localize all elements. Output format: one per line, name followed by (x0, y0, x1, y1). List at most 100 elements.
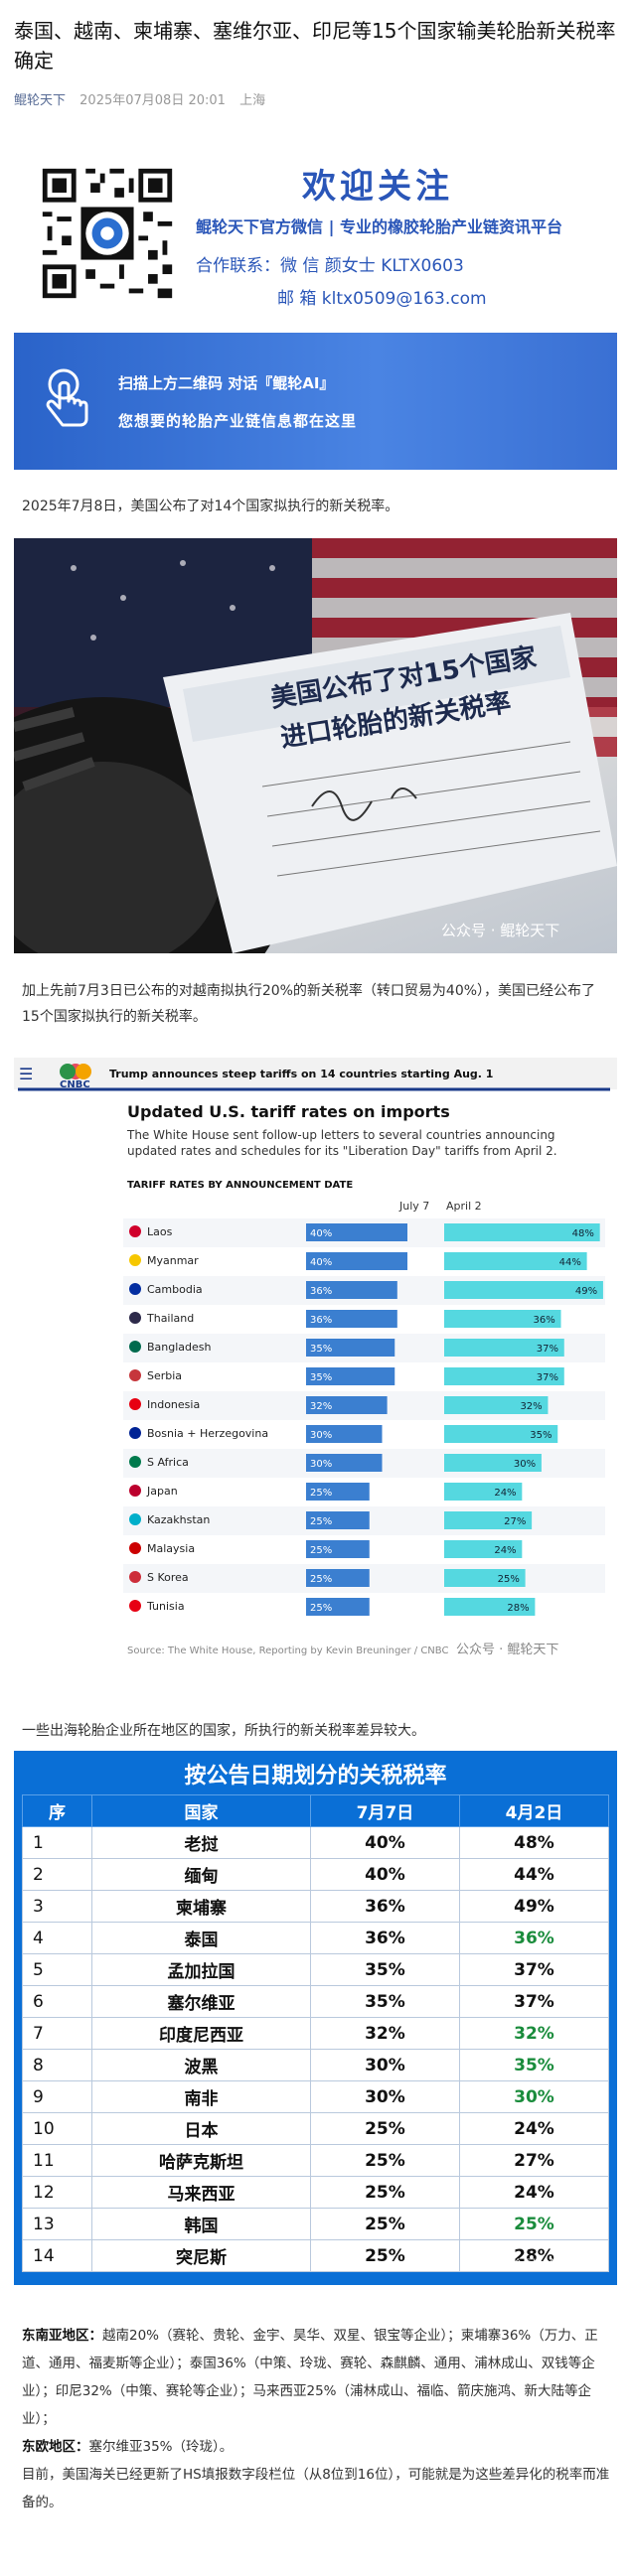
label-july: 25% (310, 1488, 332, 1499)
table-cell: 36% (309, 1890, 460, 1923)
table-row: 13 韩国 25% 25% (22, 2208, 610, 2240)
scan-banner[interactable]: 扫描上方二维码 对话『鲲轮AI』 您想要的轮胎产业链信息都在这里 (14, 333, 617, 470)
bar-july (306, 1598, 370, 1616)
bar-july (306, 1367, 395, 1385)
label-july: 40% (310, 1257, 332, 1268)
table-cell: 9 (22, 2080, 92, 2113)
article-title: 泰国、越南、柬埔寨、塞维尔亚、印尼等15个国家输美轮胎新关税率确定 (14, 19, 616, 72)
tire-sign-illustration: 美国公布了对15个国家 进口轮胎的新关税率 公众号 · 鲲轮天下 (14, 538, 617, 953)
table-cell: 24% (458, 2112, 610, 2145)
table-cell: 南非 (91, 2080, 311, 2113)
label-july: 32% (310, 1401, 332, 1412)
table-cell: 马来西亚 (91, 2176, 311, 2209)
table-cell: 40% (309, 1858, 460, 1891)
flag-icon (129, 1254, 141, 1266)
bar-april (444, 1425, 558, 1443)
table-cell: 25% (309, 2176, 460, 2209)
bar-july (306, 1281, 397, 1299)
table-cell: 35% (309, 1985, 460, 2018)
publish-location: 上海 (239, 93, 266, 108)
table-cell: 13 (22, 2208, 92, 2240)
paragraph-3: 一些出海轮胎企业所在地区的国家，所执行的新关税率差异较大。 (22, 1723, 425, 1739)
table-cell: 44% (458, 1858, 610, 1891)
paragraph-1: 2025年7月8日，美国公布了对14个国家拟执行的新关税率。 (22, 499, 399, 514)
category-label: Japan (146, 1485, 178, 1498)
table-cell: 48% (458, 1826, 610, 1859)
table-cell: 哈萨克斯坦 (91, 2144, 311, 2177)
bar-july (306, 1339, 395, 1357)
table-row: 11 哈萨克斯坦 25% 27% (22, 2144, 610, 2177)
tariff-bar-chart: ☰ CNBC Trump announces steep tariffs on … (14, 1058, 617, 1657)
table-cell: 32% (309, 2017, 460, 2050)
table-header: 国家 (91, 1794, 311, 1827)
table-cell: 49% (458, 1890, 610, 1923)
table-cell: 14 (22, 2239, 92, 2272)
welcome-card: 欢迎关注 鲲轮天下官方微信 | 专业的橡胶轮胎产业链资讯平台 合作联系：微 信 … (14, 144, 617, 323)
flag-icon (129, 1312, 141, 1324)
table-cell: 35% (309, 1953, 460, 1986)
chart-watermark: 公众号 · 鲲轮天下 (456, 1643, 558, 1657)
photo-watermark: 公众号 · 鲲轮天下 (441, 922, 559, 939)
label-april: 37% (537, 1344, 558, 1355)
tariff-table: 序国家 7月7日 4月2日 1 老挝 40% 48% 2 缅甸 40% 44% 3 柬埔寨 36% 49%… (22, 1794, 610, 2272)
category-label: Bosnia + Herzegovina (147, 1427, 268, 1440)
table-row: 9 南非 30% 30% (22, 2080, 610, 2113)
label-july: 40% (310, 1228, 332, 1239)
eu-label: 东欧地区： (22, 2439, 89, 2455)
svg-text:CNBC: CNBC (60, 1079, 90, 1090)
publish-datetime: 2025年07月08日 20:01 (79, 93, 226, 108)
table-cell: 36% (309, 1922, 460, 1954)
bar-april (444, 1281, 603, 1299)
flag-icon (129, 1398, 141, 1410)
table-cell: 缅甸 (91, 1858, 311, 1891)
article-meta: 鲲轮天下 2025年07月08日 20:01 上海 (0, 75, 631, 108)
table-watermark: 公众号 · 鲲轮天下 (498, 2258, 601, 2273)
table-row: 4 泰国 36% 36% (22, 1922, 610, 1954)
chart-title: Updated U.S. tariff rates on imports (127, 1102, 450, 1121)
category-label: Thailand (146, 1312, 194, 1325)
table-cell: 32% (458, 2017, 610, 2050)
table-cell: 波黑 (91, 2049, 311, 2081)
table-cell: 7 (22, 2017, 92, 2050)
menu-icon[interactable]: ☰ (19, 1065, 33, 1083)
table-cell: 12 (22, 2176, 92, 2209)
banner-line-2: 您想要的轮胎产业链信息都在这里 (118, 412, 358, 430)
chart-subtitle-1: The White House sent follow-up letters t… (126, 1128, 555, 1142)
chart-section-label: TARIFF RATES BY ANNOUNCEMENT DATE (127, 1180, 353, 1191)
bar-july (306, 1540, 370, 1558)
table-cell: 塞尔维亚 (91, 1985, 311, 2018)
table-cell: 40% (309, 1826, 460, 1859)
cnbc-logo: CNBC (60, 1064, 91, 1090)
category-label: Serbia (147, 1369, 182, 1382)
table-cell: 25% (309, 2239, 460, 2272)
label-july: 30% (310, 1459, 332, 1470)
tariff-table-card: 按公告日期划分的关税税率 序国家 7月7日 4月2日 1 老挝 40% 48% 2 缅甸 40%… (14, 1751, 617, 2285)
bar-april (444, 1396, 549, 1414)
welcome-title: 欢迎关注 (302, 167, 453, 207)
table-cell: 36% (458, 1922, 610, 1954)
welcome-subtitle: 鲲轮天下官方微信 | 专业的橡胶轮胎产业链资讯平台 (196, 217, 562, 236)
table-header: 7月7日 (309, 1794, 460, 1827)
category-label: S Africa (147, 1456, 189, 1469)
label-april: 35% (530, 1430, 552, 1441)
label-july: 35% (310, 1344, 332, 1355)
label-april: 32% (520, 1401, 542, 1412)
label-july: 25% (310, 1574, 332, 1585)
account-link[interactable]: 鲲轮天下 (14, 93, 67, 108)
label-april: 49% (575, 1286, 597, 1297)
sea-text: 越南20%（赛轮、贵轮、金宇、昊华、双星、银宝等企业）；柬埔寨36%（万力、正道… (22, 2328, 598, 2427)
bar-april (444, 1598, 536, 1616)
qr-code-icon (38, 164, 177, 303)
table-row: 10 日本 25% 24% (22, 2112, 610, 2145)
table-row: 6 塞尔维亚 35% 37% (22, 1985, 610, 2018)
cnbc-headline[interactable]: Trump announces steep tariffs on 14 coun… (109, 1068, 493, 1080)
table-cell: 1 (22, 1826, 92, 1859)
table-cell: 30% (309, 2049, 460, 2081)
table-header: 4月2日 (458, 1794, 610, 1827)
table-cell: 27% (458, 2144, 610, 2177)
legend-july: July 7 (398, 1200, 429, 1213)
table-cell: 25% (309, 2208, 460, 2240)
table-row: 2 缅甸 40% 44% (22, 1858, 610, 1891)
table-cell: 2 (22, 1858, 92, 1891)
table-cell: 柬埔寨 (91, 1890, 311, 1923)
